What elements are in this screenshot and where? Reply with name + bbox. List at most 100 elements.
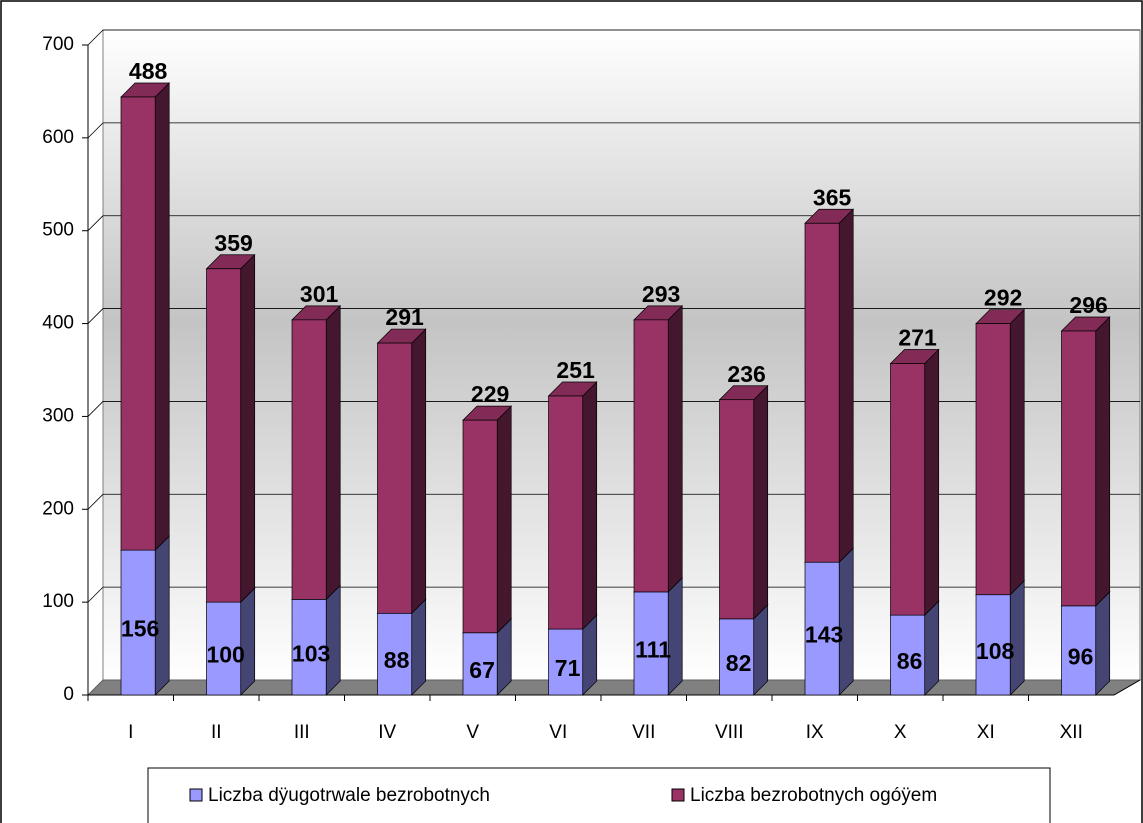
y-tick-label: 700 [42, 34, 74, 55]
bar-side [753, 604, 769, 696]
legend-label: Liczba dÿugotrwale bezrobotnych [208, 785, 490, 806]
bar-front [377, 612, 413, 696]
bar-side [411, 328, 427, 615]
bar-front [462, 419, 498, 634]
bar-side [240, 253, 256, 603]
bar-front [719, 399, 755, 620]
bar-segment [1060, 316, 1111, 607]
bar-front [291, 319, 327, 600]
x-tick-label: II [211, 722, 222, 743]
x-tick-label: V [466, 722, 479, 743]
y-tick-label: 500 [42, 220, 74, 241]
bar-front [890, 363, 926, 616]
bar-front [291, 599, 327, 696]
legend-swatch [671, 788, 685, 802]
grid-line [87, 122, 104, 139]
bar-front [548, 395, 584, 630]
x-tick-label: VIII [715, 722, 744, 743]
bar-front [633, 319, 669, 593]
bar-segment [975, 308, 1026, 596]
grid-line [87, 401, 104, 417]
grid-line [87, 308, 104, 324]
bar-front [975, 323, 1011, 596]
bar-segment [291, 305, 342, 601]
bar-front [633, 591, 669, 696]
data-label: 111 [635, 637, 671, 663]
grid-line [87, 215, 104, 231]
grid-line [87, 494, 104, 510]
bar-segment [120, 82, 171, 551]
legend-swatch [189, 788, 203, 802]
bar-front [804, 222, 840, 563]
bar-segment [547, 381, 598, 630]
bar-side [924, 348, 940, 616]
bar-side [1009, 308, 1025, 596]
y-tick-label: 0 [63, 684, 74, 705]
y-tick-label: 200 [42, 498, 74, 519]
bar-front [548, 628, 584, 696]
data-label: 82 [726, 650, 752, 676]
bar-side [1095, 591, 1111, 696]
bar-segment [205, 253, 256, 603]
data-label: 71 [555, 655, 581, 681]
bar-side [154, 82, 170, 551]
bar-side [838, 208, 854, 564]
data-label: 229 [471, 381, 509, 407]
data-label: 301 [300, 281, 339, 307]
bar-side [924, 600, 940, 696]
bar-side [582, 381, 598, 630]
data-label: 67 [469, 657, 495, 683]
data-label: 488 [129, 58, 168, 84]
x-tick-label: VI [549, 722, 567, 743]
bar-segment [889, 348, 940, 616]
bar-side [753, 384, 769, 620]
bar-front [462, 632, 498, 696]
data-label: 296 [1069, 292, 1107, 318]
data-label: 143 [805, 622, 843, 648]
bar-segment [804, 547, 855, 696]
x-tick-label: X [894, 722, 907, 743]
data-label: 292 [984, 285, 1022, 311]
bar-front [120, 96, 156, 551]
data-label: 291 [385, 304, 424, 330]
y-tick-label: 600 [42, 127, 74, 148]
data-label: 365 [813, 184, 852, 210]
grid-line [87, 29, 104, 46]
bar-front [206, 268, 242, 603]
data-label: 236 [727, 361, 765, 387]
data-label: 88 [384, 647, 410, 673]
bar-front [975, 594, 1011, 696]
floor-edge [1113, 679, 1141, 696]
x-tick-label: VII [632, 722, 655, 743]
data-label: 96 [1068, 644, 1094, 670]
bar-side [496, 405, 512, 634]
bar-side [411, 598, 427, 696]
data-label: 156 [121, 616, 159, 642]
bar-side [667, 305, 683, 593]
data-label: 271 [898, 325, 937, 351]
x-tick-label: I [128, 722, 133, 743]
bar-segment [718, 384, 769, 620]
bar-segment [376, 328, 427, 615]
x-tick-label: IX [806, 722, 824, 743]
data-label: 103 [292, 640, 330, 666]
bar-segment [120, 535, 171, 696]
legend-box [147, 767, 1051, 823]
data-label: 108 [976, 638, 1015, 664]
data-label: 251 [556, 357, 595, 383]
data-label: 86 [897, 648, 923, 674]
bar-front [1061, 330, 1097, 607]
bar-segment [462, 405, 513, 634]
bar-segment [804, 208, 855, 564]
y-tick-label: 100 [42, 591, 74, 612]
bar-front [120, 549, 156, 696]
data-label: 293 [642, 281, 680, 307]
x-tick-label: XI [977, 722, 995, 743]
data-label: 100 [206, 642, 244, 668]
x-tick-label: III [294, 722, 310, 743]
bar-side [1095, 316, 1111, 607]
data-label: 359 [214, 230, 252, 256]
bar-side [325, 305, 341, 601]
x-tick-label: XII [1060, 722, 1083, 743]
